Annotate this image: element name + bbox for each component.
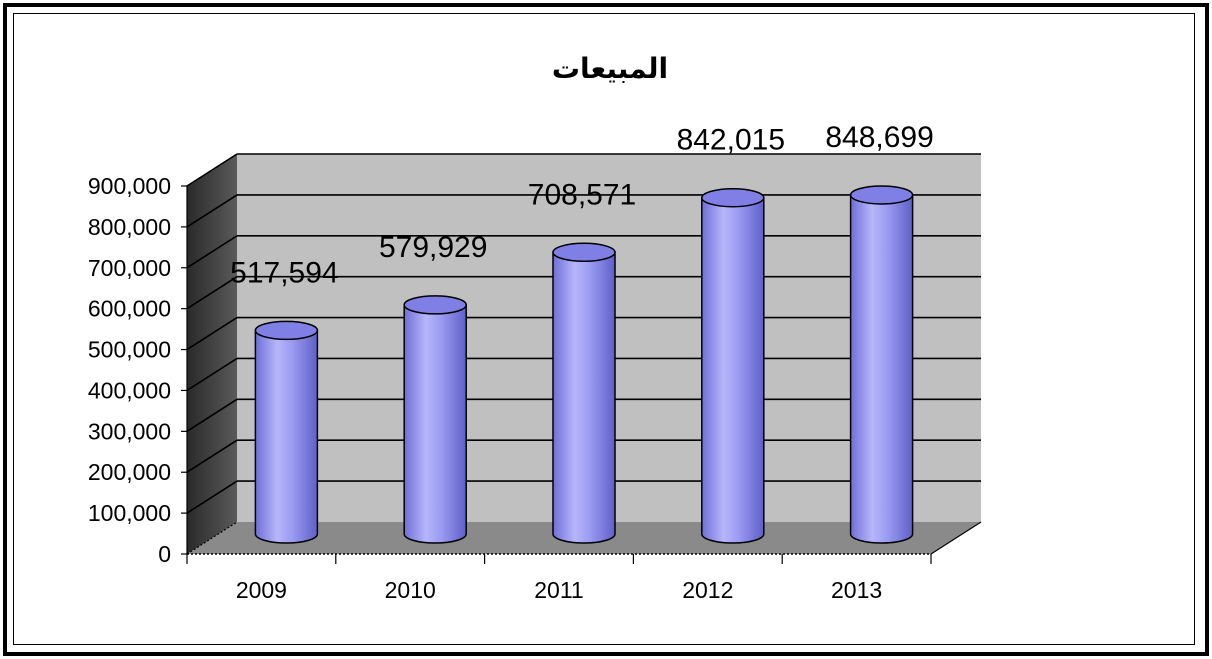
inner-border <box>13 13 1195 645</box>
y-tick-label: 700,000 <box>88 255 171 281</box>
y-tick-label: 900,000 <box>88 173 171 199</box>
y-tick-label: 400,000 <box>88 377 171 403</box>
y-tick-label: 300,000 <box>88 418 171 444</box>
gridline-side <box>186 275 238 310</box>
gridline-side <box>186 235 238 269</box>
chart-title: المبيعات <box>552 52 668 85</box>
bar-body <box>403 304 467 544</box>
bar-body <box>849 194 914 544</box>
gridline-side <box>186 153 238 187</box>
data-label: 842,015 <box>677 124 785 157</box>
bar-body <box>701 196 765 544</box>
bar-top <box>254 320 319 341</box>
x-tick-label: 2013 <box>831 577 882 603</box>
data-label: 579,929 <box>379 231 487 264</box>
bar <box>701 187 765 544</box>
y-tick-label: 600,000 <box>88 296 171 322</box>
gridline-side <box>186 194 238 228</box>
gridline-side <box>186 439 238 473</box>
y-axis-ticks: 0 100,000 200,000 300,000 400,000 500,000 600,… <box>88 173 187 567</box>
bar-top <box>552 242 616 263</box>
x-axis-ticks: 2009 2010 2011 2012 2013 <box>186 554 932 603</box>
data-label: 848,699 <box>825 121 933 154</box>
x-tick-label: 2012 <box>682 577 733 603</box>
data-label: 517,594 <box>230 256 338 289</box>
bar <box>849 185 914 544</box>
y-tick-label: 200,000 <box>88 459 171 485</box>
gridline-side <box>186 357 238 392</box>
gridline-side <box>186 316 238 351</box>
floor-edge <box>186 521 238 555</box>
bar-top <box>849 185 914 205</box>
data-labels: 517,594 579,929 708,571 842,015 848,699 <box>230 121 934 289</box>
bar-body <box>552 251 616 544</box>
gridline-side <box>186 480 238 514</box>
bar-top <box>403 295 467 315</box>
x-tick-label: 2011 <box>534 577 583 603</box>
floor-edge-right <box>930 521 982 555</box>
x-tick-label: 2010 <box>385 577 436 603</box>
y-tick-label: 500,000 <box>88 337 171 363</box>
bars <box>254 185 914 544</box>
bar-body <box>254 329 319 544</box>
y-tick-label: 0 <box>158 541 171 567</box>
outer-border <box>3 3 1209 656</box>
y-tick-label: 100,000 <box>88 500 171 526</box>
data-label: 708,571 <box>528 178 636 211</box>
bar <box>552 242 616 544</box>
y-tick-label: 800,000 <box>88 214 171 240</box>
bar <box>403 295 467 544</box>
gridline-side <box>186 398 238 433</box>
side-wall <box>187 154 237 554</box>
bar-top <box>701 187 765 208</box>
bar <box>254 320 319 544</box>
x-tick-label: 2009 <box>236 577 287 603</box>
